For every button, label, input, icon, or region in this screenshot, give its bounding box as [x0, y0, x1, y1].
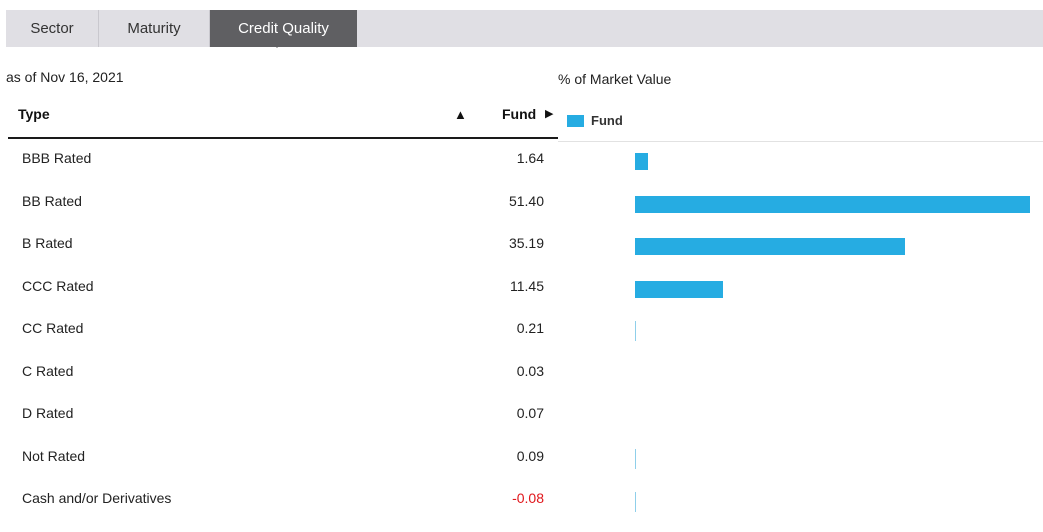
active-tab-indicator [267, 37, 287, 48]
table-row: CC Rated 0.21 [8, 320, 548, 362]
cell-type: C Rated [22, 363, 74, 379]
tab-bar: Sector Maturity Credit Quality [6, 10, 1043, 47]
column-header-fund[interactable]: Fund [502, 106, 537, 122]
cell-type: Not Rated [22, 448, 86, 464]
cell-fund: 51.40 [508, 193, 544, 209]
cell-fund: 35.19 [508, 235, 544, 251]
chart-title: % of Market Value [558, 71, 672, 87]
table-row: BB Rated 51.40 [8, 193, 548, 235]
column-header-type[interactable]: Type [18, 106, 50, 122]
legend-swatch-fund [567, 114, 584, 127]
tab-sector[interactable]: Sector [6, 10, 99, 47]
bar-ccc-rated [635, 281, 723, 298]
table-row: Not Rated 0.09 [8, 448, 548, 490]
cell-type: BB Rated [22, 193, 82, 209]
cell-type: BBB Rated [22, 150, 92, 166]
table-row: B Rated 35.19 [8, 235, 548, 277]
bar-bb-rated [635, 196, 1030, 213]
table-row: Cash and/or Derivatives -0.08 [8, 490, 548, 532]
triangle-right-icon[interactable]: ▶ [545, 108, 554, 120]
cell-type: D Rated [22, 405, 74, 421]
cell-type: CCC Rated [22, 278, 94, 294]
tab-maturity[interactable]: Maturity [99, 10, 210, 47]
cell-fund: 11.45 [510, 278, 544, 294]
cell-type: Cash and/or Derivatives [22, 490, 172, 506]
legend-label-fund: Fund [591, 113, 623, 128]
table-header: Type ▲ Fund ▶ [8, 98, 558, 139]
chart-legend: Fund [567, 113, 623, 128]
cell-type: CC Rated [22, 320, 84, 336]
sort-ascending-icon[interactable]: ▲ [454, 107, 467, 122]
as-of-date: as of Nov 16, 2021 [6, 69, 124, 85]
table-row: D Rated 0.07 [8, 405, 548, 447]
table-row: BBB Rated 1.64 [8, 150, 548, 192]
bar-not-rated [635, 449, 636, 469]
cell-fund: -0.08 [512, 490, 544, 506]
cell-fund: 0.09 [516, 448, 544, 464]
bar-cc-rated [635, 321, 636, 341]
legend-divider [558, 141, 1043, 142]
bar-cash-and-or-derivatives [635, 492, 636, 512]
cell-type: B Rated [22, 235, 73, 251]
cell-fund: 0.03 [516, 363, 544, 379]
bar-bbb-rated [635, 153, 648, 170]
cell-fund: 1.64 [516, 150, 544, 166]
table-row: CCC Rated 11.45 [8, 278, 548, 320]
table-row: C Rated 0.03 [8, 363, 548, 405]
bar-b-rated [635, 238, 906, 255]
cell-fund: 0.21 [516, 320, 544, 336]
cell-fund: 0.07 [516, 405, 544, 421]
